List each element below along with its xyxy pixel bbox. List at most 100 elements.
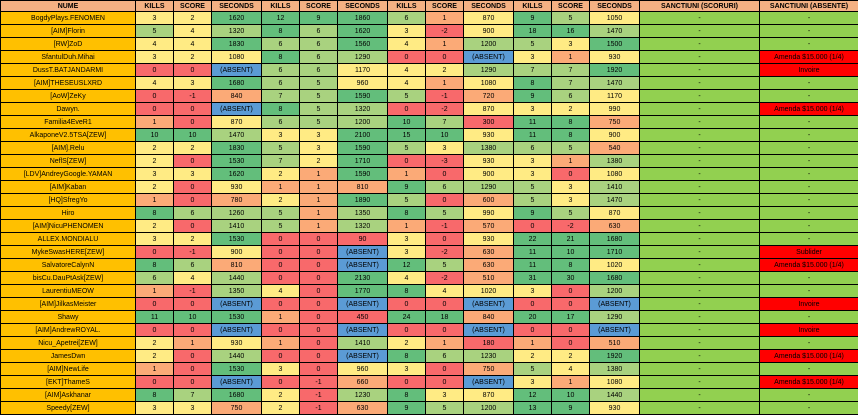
seconds-cell: (ABSENT) <box>464 51 514 64</box>
player-name-cell: Nicu_Apetrei[ZEW] <box>1 337 136 350</box>
sanction-absence-cell: - <box>760 12 858 25</box>
kills-cell: 0 <box>262 376 300 389</box>
score-cell: 4 <box>174 38 212 51</box>
seconds-cell: 870 <box>464 12 514 25</box>
seconds-cell: 1830 <box>212 142 262 155</box>
kills-cell: 2 <box>262 168 300 181</box>
player-name-cell: LaurentiuMEOW <box>1 285 136 298</box>
kills-cell: 2 <box>136 181 174 194</box>
player-name-cell: DussT.BATJANDARMI <box>1 64 136 77</box>
score-cell: 0 <box>426 376 464 389</box>
player-name-cell: [AIM]THESEUSLXRD <box>1 77 136 90</box>
player-name-cell: Familia4EveR1 <box>1 116 136 129</box>
score-cell: 1 <box>300 168 338 181</box>
kills-cell: 1 <box>514 337 552 350</box>
score-cell: -2 <box>426 103 464 116</box>
seconds-cell: 1590 <box>338 168 388 181</box>
score-cell: 0 <box>426 324 464 337</box>
kills-cell: 31 <box>514 272 552 285</box>
score-cell: 3 <box>174 402 212 415</box>
seconds-cell: 1530 <box>212 311 262 324</box>
kills-cell: 8 <box>262 51 300 64</box>
seconds-cell: 300 <box>464 116 514 129</box>
seconds-cell: 1470 <box>590 194 640 207</box>
player-name-cell: BogdyPlays.FENOMEN <box>1 12 136 25</box>
kills-cell: 0 <box>262 272 300 285</box>
seconds-cell: 1350 <box>338 207 388 220</box>
score-cell: 1 <box>426 38 464 51</box>
score-cell: -2 <box>426 272 464 285</box>
kills-cell: 8 <box>388 389 426 402</box>
kills-cell: 2 <box>514 350 552 363</box>
score-cell: 10 <box>552 389 590 402</box>
kills-cell: 6 <box>514 142 552 155</box>
score-cell: 0 <box>300 272 338 285</box>
sanction-absence-cell: - <box>760 363 858 376</box>
seconds-cell: 930 <box>590 402 640 415</box>
score-cell: -1 <box>300 376 338 389</box>
score-cell: 6 <box>174 207 212 220</box>
score-cell: 1 <box>552 155 590 168</box>
kills-cell: 0 <box>262 298 300 311</box>
score-cell: 8 <box>552 129 590 142</box>
kills-cell: 3 <box>388 363 426 376</box>
kills-cell: 0 <box>388 155 426 168</box>
seconds-cell: 930 <box>590 51 640 64</box>
sanction-absence-cell: - <box>760 129 858 142</box>
seconds-cell: 750 <box>464 363 514 376</box>
seconds-cell: (ABSENT) <box>590 324 640 337</box>
kills-cell: 2 <box>262 402 300 415</box>
seconds-cell: 1530 <box>212 363 262 376</box>
kills-cell: 2 <box>136 155 174 168</box>
seconds-cell: 540 <box>590 142 640 155</box>
score-cell: 6 <box>426 181 464 194</box>
kills-cell: 5 <box>388 90 426 103</box>
sanction-absence-cell: Amenda $15.000 (1/4) <box>760 350 858 363</box>
kills-cell: 0 <box>136 298 174 311</box>
seconds-cell: (ABSENT) <box>338 324 388 337</box>
kills-cell: 11 <box>514 246 552 259</box>
score-cell: 6 <box>300 25 338 38</box>
score-cell: -1 <box>174 246 212 259</box>
seconds-cell: 1080 <box>464 77 514 90</box>
kills-cell: 5 <box>514 194 552 207</box>
seconds-cell: 180 <box>464 337 514 350</box>
sanction-score-cell: - <box>640 402 760 415</box>
score-cell: 5 <box>552 207 590 220</box>
player-name-cell: [AIM]Kaban <box>1 181 136 194</box>
seconds-cell: 1230 <box>338 389 388 402</box>
seconds-cell: 1320 <box>338 220 388 233</box>
score-cell: 0 <box>300 324 338 337</box>
sanction-absence-cell: - <box>760 38 858 51</box>
seconds-cell: 960 <box>338 77 388 90</box>
score-cell: 5 <box>552 142 590 155</box>
seconds-cell: 1620 <box>212 12 262 25</box>
kills-cell: 4 <box>388 64 426 77</box>
kills-cell: 4 <box>136 38 174 51</box>
seconds-cell: 600 <box>464 194 514 207</box>
player-name-cell: SalvatoreCalynN <box>1 259 136 272</box>
seconds-cell: 1680 <box>212 77 262 90</box>
kills-cell: 1 <box>136 194 174 207</box>
seconds-cell: 750 <box>212 402 262 415</box>
score-cell: 8 <box>552 116 590 129</box>
score-cell: 7 <box>552 77 590 90</box>
kills-cell: 0 <box>136 376 174 389</box>
score-cell: 5 <box>426 259 464 272</box>
seconds-cell: 1620 <box>338 25 388 38</box>
score-cell: 0 <box>426 233 464 246</box>
sanction-absence-cell: - <box>760 220 858 233</box>
seconds-cell: 1290 <box>464 181 514 194</box>
kills-cell: 0 <box>262 350 300 363</box>
seconds-cell: 1710 <box>338 155 388 168</box>
sanction-score-cell: - <box>640 376 760 389</box>
seconds-cell: 1290 <box>464 64 514 77</box>
kills-cell: 1 <box>136 116 174 129</box>
